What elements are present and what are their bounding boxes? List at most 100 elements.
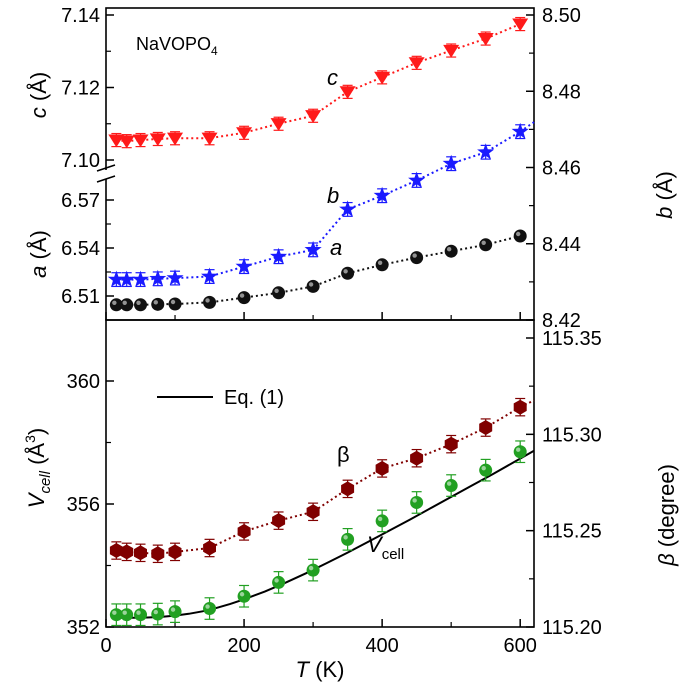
point-V	[444, 479, 458, 493]
point-β	[479, 420, 493, 436]
series-label-b: b	[327, 183, 339, 208]
point-b	[304, 240, 322, 258]
point-a	[306, 279, 320, 293]
y-label-c: c (Å)	[26, 72, 51, 118]
point-V	[237, 589, 251, 603]
point-V	[513, 445, 527, 459]
point-β	[109, 543, 123, 558]
v-tick-label: 356	[67, 494, 100, 516]
top-panel-frame	[105, 7, 535, 321]
x-label-unit: (K)	[309, 657, 344, 682]
x-tick-label: 600	[504, 635, 537, 657]
point-a	[168, 297, 182, 311]
data-layer	[107, 16, 535, 627]
b-tick-label: 8.44	[542, 234, 581, 256]
point-b	[166, 269, 184, 286]
point-a-highlight	[515, 231, 521, 237]
point-a	[134, 298, 148, 312]
series-β-line	[116, 406, 521, 555]
x-label: T (K)	[296, 657, 345, 682]
point-b	[270, 247, 288, 264]
compound-annotation: NaVOPO4	[136, 34, 218, 58]
point-a	[513, 229, 527, 243]
point-V	[341, 532, 355, 546]
point-a-highlight	[308, 282, 314, 287]
legend-label: Eq. (1)	[224, 387, 284, 409]
point-a-highlight	[239, 293, 245, 298]
point-c	[167, 132, 184, 146]
point-c	[118, 135, 135, 149]
point-b	[373, 186, 391, 203]
point-b	[132, 270, 150, 287]
x-tick-label: 0	[100, 635, 111, 657]
point-b	[235, 257, 253, 274]
point-V-highlight	[343, 535, 348, 540]
point-V-highlight	[446, 481, 452, 486]
y-label-beta-var: β	[654, 553, 679, 567]
point-a-highlight	[136, 300, 141, 305]
compound-name: NaVOPO	[136, 34, 211, 54]
point-c	[201, 132, 218, 146]
y-label-a-unit: (Å)	[26, 230, 51, 265]
b-tick-label: 8.42	[542, 310, 581, 332]
beta-tick-label: 115.35	[542, 328, 602, 350]
point-c	[149, 133, 166, 147]
point-V	[120, 608, 134, 622]
point-β	[203, 540, 216, 556]
vcell-symbol: V	[367, 532, 384, 557]
beta-tick-label: 115.20	[542, 617, 602, 639]
point-c	[408, 57, 425, 71]
point-β	[120, 544, 134, 560]
point-V-highlight	[481, 465, 486, 471]
series-a-line	[116, 235, 521, 306]
point-V-highlight	[412, 498, 417, 503]
vcell-subscript: cell	[382, 546, 405, 563]
point-V	[272, 575, 286, 589]
series-label-vcell: Vcell	[367, 532, 404, 563]
v-tick-label: 352	[67, 617, 100, 639]
y-label-vcell-sup: 3	[22, 435, 38, 443]
tick-layer: 0 200 400 600 7.14 7.12 7.10 6.57 6.54 6.51 8.50 8.…	[61, 5, 602, 657]
b-tick-label: 8.46	[542, 158, 581, 180]
point-β	[272, 513, 286, 529]
point-β	[375, 460, 389, 476]
point-V	[203, 602, 217, 616]
point-a-highlight	[377, 260, 383, 265]
point-V	[410, 495, 424, 509]
y-label-vcell-close: )	[24, 428, 49, 435]
axis-break-marks	[96, 164, 116, 183]
point-V	[375, 514, 389, 528]
c-tick-label: 7.12	[61, 78, 100, 100]
point-V	[479, 463, 493, 477]
point-a-highlight	[412, 253, 417, 258]
y-label-vcell-sub: cell	[37, 470, 54, 493]
point-b	[477, 143, 495, 160]
point-β	[410, 450, 424, 466]
bottom-panel-frame	[105, 319, 535, 628]
point-a	[410, 251, 424, 265]
point-a-highlight	[122, 300, 127, 305]
series-label-beta: β	[337, 442, 350, 467]
point-a-highlight	[446, 247, 452, 252]
series-c-line	[116, 23, 521, 143]
y-label-b: b (Å)	[652, 171, 677, 219]
x-tick-label: 400	[365, 635, 398, 657]
b-tick-label: 8.50	[542, 5, 581, 27]
point-V-highlight	[205, 604, 210, 609]
point-a-highlight	[274, 288, 279, 293]
point-a	[120, 298, 134, 312]
point-a-highlight	[112, 300, 117, 305]
compound-subscript: 4	[211, 44, 218, 58]
point-V-highlight	[239, 592, 245, 597]
x-label-var: T	[296, 657, 311, 682]
point-β	[134, 545, 147, 561]
point-b	[201, 267, 219, 284]
point-a	[151, 297, 165, 311]
beta-tick-label: 115.30	[542, 424, 602, 446]
y-label-vcell: Vcell (Å3)	[22, 428, 54, 508]
point-c	[477, 32, 494, 46]
point-β	[306, 504, 320, 520]
a-tick-label: 6.54	[61, 238, 100, 260]
point-V-highlight	[153, 609, 158, 615]
